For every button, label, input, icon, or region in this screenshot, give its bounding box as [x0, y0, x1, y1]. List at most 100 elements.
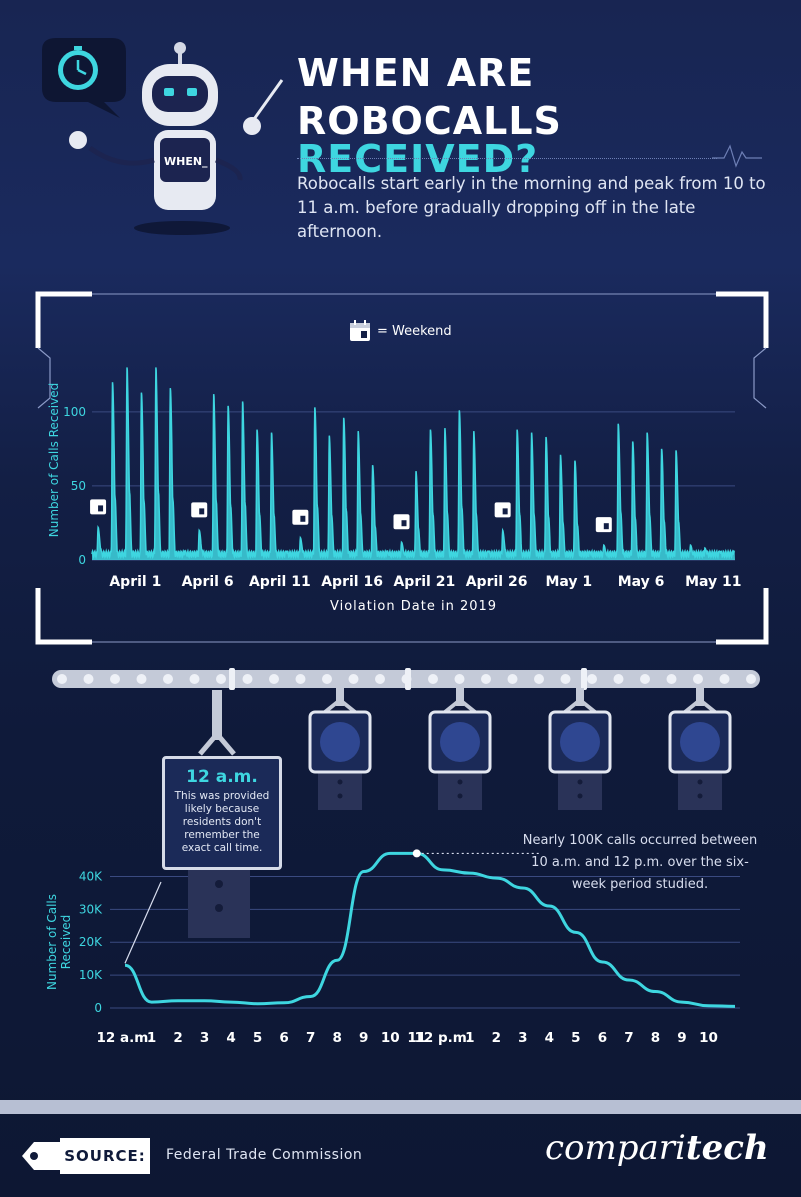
device-glow — [440, 722, 480, 762]
device-hanger — [696, 688, 704, 706]
robot-illustration: WHEN_ — [42, 38, 284, 235]
y-label-line2: Received — [59, 915, 73, 970]
chart1-x-tick: April 26 — [466, 574, 528, 590]
device-glow — [560, 722, 600, 762]
chart2-y-tick: 0 — [94, 1001, 102, 1015]
calendar-icon-mark — [401, 520, 407, 527]
title-highlight: RECEIVED? — [297, 137, 539, 181]
chart2-x-tick: 10 — [699, 1030, 718, 1046]
callout-leader — [124, 881, 162, 964]
conveyor-joint — [581, 668, 587, 690]
chart2-x-tick: 6 — [598, 1030, 607, 1046]
conveyor-roller — [163, 674, 173, 684]
phone-device — [668, 688, 732, 810]
callout-title: 12 a.m. — [186, 767, 258, 787]
conveyor-roller — [507, 674, 518, 684]
chart2-x-tick: 3 — [200, 1030, 209, 1046]
chart2-x-tick: 7 — [306, 1030, 315, 1046]
conveyor-roller — [295, 674, 306, 684]
title-plain: ROBOCALLS — [297, 99, 562, 143]
chart2-x-tick: 10 — [381, 1030, 400, 1046]
conveyor-roller — [189, 674, 200, 684]
conveyor-roller — [322, 674, 332, 684]
device-hanger — [456, 688, 464, 706]
chart1-x-tick: May 11 — [685, 574, 741, 590]
chart1-x-tick: May 6 — [618, 574, 665, 590]
chart2-x-tick: 11 — [407, 1030, 426, 1046]
conveyor-roller — [587, 674, 597, 684]
calendar-icon — [350, 320, 370, 341]
calendar-icon — [90, 499, 107, 515]
chart2-x-tick: 3 — [518, 1030, 527, 1046]
robot-screen-text: WHEN_ — [164, 155, 208, 168]
chart2-x-tick: 1 — [465, 1030, 474, 1046]
peak-annotation: Nearly 100K calls occurred between 10 a.… — [522, 833, 758, 892]
conveyor-roller — [242, 674, 253, 684]
chart2-x-tick: 12 a.m. — [97, 1030, 154, 1046]
device-hanger — [336, 688, 344, 706]
conveyor-roller — [666, 674, 677, 684]
device-dot — [457, 793, 463, 799]
chart2-y-tick: 40K — [79, 869, 103, 883]
chart2-y-axis-label: Number of CallsReceived — [45, 894, 73, 990]
brand-plain: compari — [545, 1128, 686, 1168]
chart2-x-tick: 7 — [624, 1030, 633, 1046]
calendar-icon-mark — [199, 508, 205, 515]
calendar-icon — [595, 517, 612, 533]
calendar-icon-mark — [300, 515, 306, 522]
chart1-x-axis-label: Violation Date in 2019 — [330, 599, 497, 614]
chart2-x-tick: 5 — [253, 1030, 262, 1046]
chart1-x-tick: April 11 — [249, 574, 311, 590]
chart2-x-tick: 2 — [492, 1030, 501, 1046]
conveyor-roller — [57, 674, 67, 684]
conveyor-roller — [481, 674, 491, 684]
conveyor-roller — [83, 674, 94, 684]
clock-icon — [58, 46, 98, 90]
chart2-y-tick: 30K — [79, 902, 103, 916]
chart2-x-tick: 1 — [147, 1030, 156, 1046]
chart2-x-tick: 2 — [173, 1030, 182, 1046]
page-subtitle: Robocalls start early in the morning and… — [297, 174, 766, 241]
chart1-legend-label: = Weekend — [377, 323, 452, 339]
conveyor-roller — [110, 674, 120, 684]
chart1-legend: = Weekend — [349, 320, 452, 342]
chart1-series-line — [91, 367, 735, 560]
chart2-x-tick: 9 — [359, 1030, 368, 1046]
chart2-y-tick: 20K — [79, 935, 103, 949]
chart2-x-tick: 4 — [545, 1030, 554, 1046]
conveyor-roller — [454, 674, 465, 684]
conveyor-roller — [640, 674, 650, 684]
calendar-icon-mark — [502, 508, 508, 515]
chart2-x-tick: 12 p.m. — [415, 1030, 472, 1046]
conveyor-roller — [348, 674, 359, 684]
device-dot — [697, 793, 703, 799]
chart2-x-tick: 8 — [332, 1030, 341, 1046]
y-label-line1: Number of Calls — [45, 894, 59, 990]
device-hanger — [576, 688, 584, 706]
device-dot — [577, 793, 583, 799]
calendar-icon-mark — [603, 523, 609, 530]
title-divider — [297, 158, 717, 159]
chart1-x-tick: April 16 — [321, 574, 383, 590]
calendar-icon-mark — [98, 505, 104, 512]
phone-device — [548, 688, 612, 810]
chart2-x-tick: 4 — [226, 1030, 235, 1046]
page-title-line2: ROBOCALLS RECEIVED? — [297, 102, 801, 178]
source-text: Federal Trade Commission — [166, 1147, 363, 1163]
calendar-icon — [393, 514, 410, 530]
chart1-frame — [35, 291, 769, 645]
phone-device — [428, 688, 492, 810]
chart1-y-tick: 100 — [63, 405, 86, 419]
chart1-y-tick: 0 — [78, 553, 86, 567]
footer-divider — [0, 1100, 801, 1114]
callout-body: This was provided likely because residen… — [174, 790, 270, 854]
chart1-y-axis-label: Number of Calls Received — [47, 383, 61, 537]
chart1-x-tick: April 21 — [393, 574, 455, 590]
chart2-y-tick: 10K — [79, 968, 103, 982]
tag-icon — [22, 1142, 64, 1170]
conveyor-roller — [534, 674, 544, 684]
device-dot — [457, 779, 463, 785]
chart1-daily-calls: 0 50 100 April 1 April 6 April 11 April 16 Apri… — [47, 367, 742, 614]
conveyor-roller — [693, 674, 703, 684]
chart1-x-tick: April 1 — [109, 574, 161, 590]
